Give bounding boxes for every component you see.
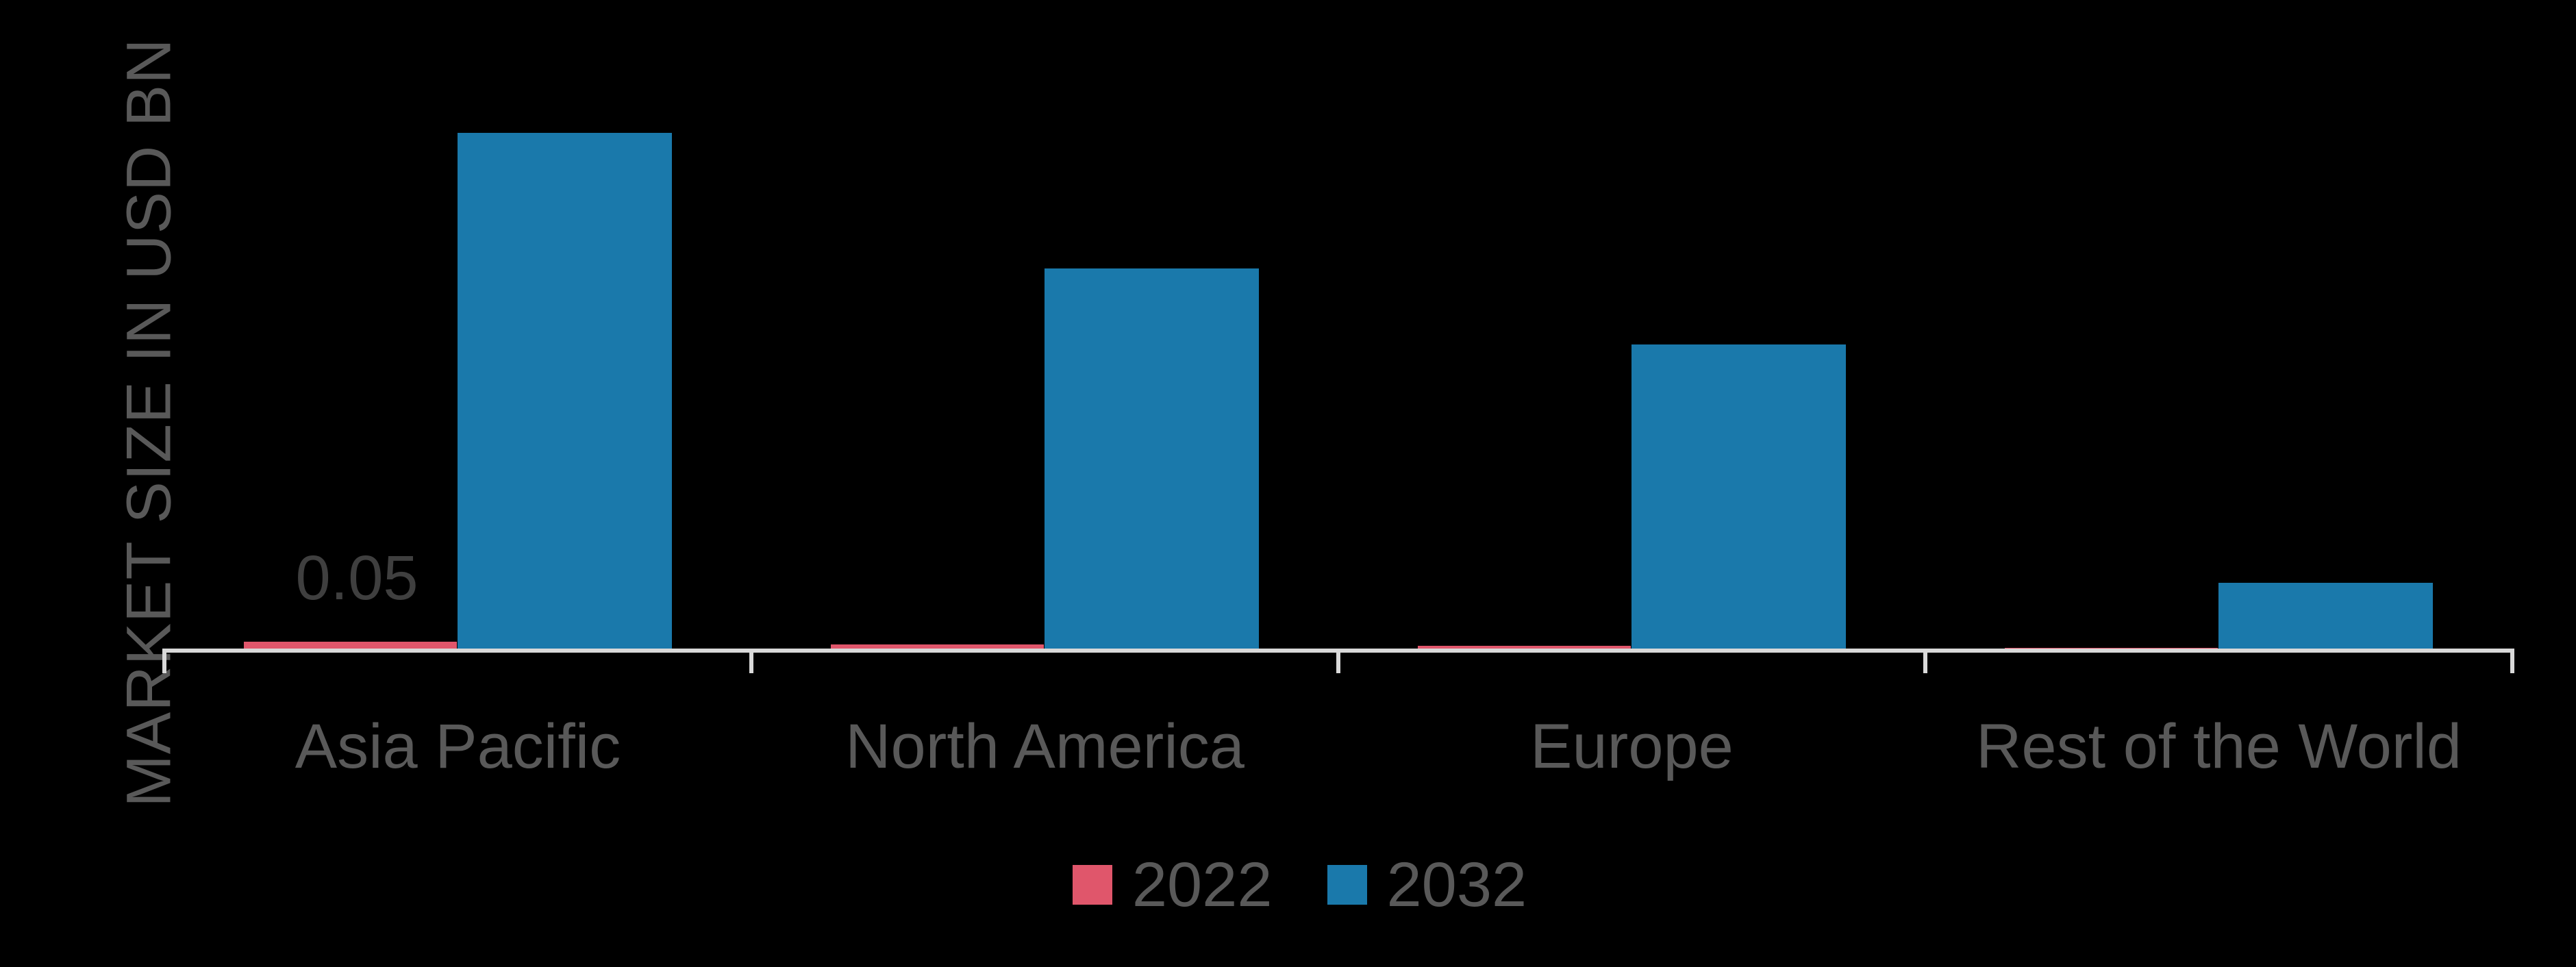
data-label-2022-asia-pacific: 0.05 [295,543,418,613]
x-axis-tick [1336,649,1340,673]
legend: 2022 2032 [12,853,2576,916]
category-label-rest-of-the-world: Rest of the World [1975,712,2462,781]
legend-item-2032: 2032 [1327,853,1527,916]
plot-area [162,0,2514,673]
x-axis-tick [2510,649,2514,673]
legend-swatch-2032 [1327,865,1367,905]
bar-2022-asia-pacific [244,642,457,649]
legend-item-2022: 2022 [1072,850,1273,920]
x-axis-tick [749,649,753,673]
bar-2022-europe [1418,646,1631,649]
bar-2032-asia-pacific [458,133,672,649]
bar-2032-rest-of-the-world [2218,583,2433,649]
bar-2022-north-america [831,644,1044,649]
category-axis: Asia Pacific North America Europe Rest o… [164,711,2512,783]
legend-swatch-2022 [1072,865,1112,905]
category-label-europe: Europe [1530,712,1734,781]
legend-label-2022: 2022 [1131,850,1273,920]
bar-2022-rest-of-the-world [2005,648,2218,649]
legend-label-2032: 2032 [1386,850,1527,920]
category-label-asia-pacific: Asia Pacific [295,712,621,781]
x-axis-tick [162,649,166,673]
category-label-north-america: North America [845,712,1245,781]
x-axis-tick [1923,649,1927,673]
bar-2032-europe [1631,344,1846,649]
bar-2032-north-america [1045,268,1259,649]
